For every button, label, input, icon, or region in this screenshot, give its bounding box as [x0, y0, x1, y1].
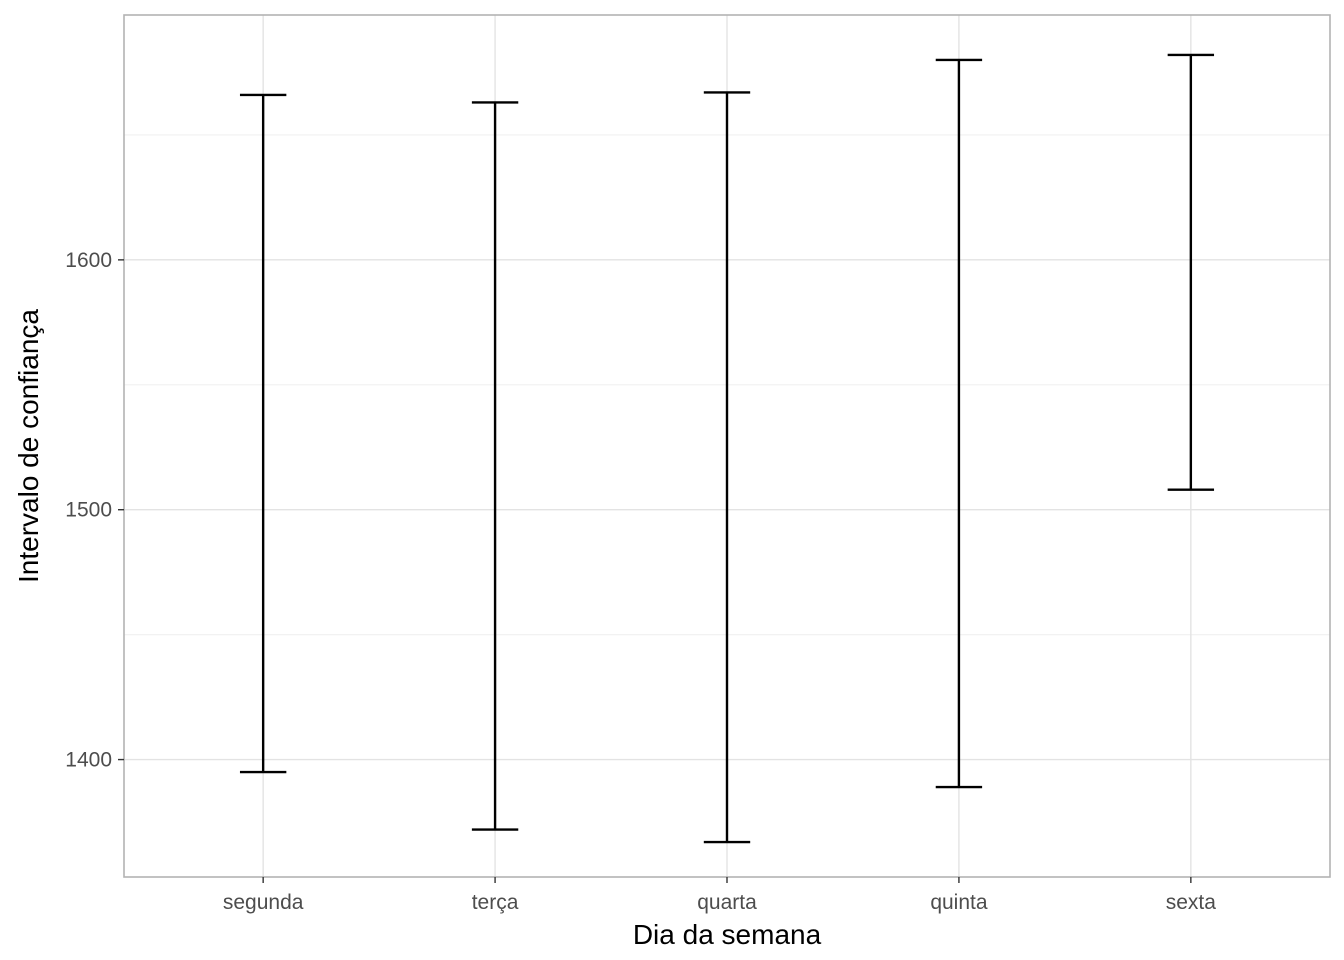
x-tick-label: segunda: [223, 891, 304, 914]
y-axis-ticks: 1400 1500 1600: [65, 249, 124, 772]
errorbar-series: [239, 53, 1215, 844]
x-axis-title: Dia da semana: [633, 919, 822, 950]
y-axis-title: Intervalo de confiança: [13, 309, 44, 583]
errorbar: [1167, 53, 1215, 491]
x-tick-label: quarta: [697, 891, 757, 914]
x-tick-label: quinta: [930, 891, 988, 914]
errorbar: [471, 101, 519, 831]
y-tick-label: 1600: [65, 249, 112, 272]
x-axis-ticks: segunda terça quarta quinta sexta: [223, 877, 1216, 914]
x-tick-label: sexta: [1166, 891, 1217, 914]
y-tick-label: 1500: [65, 499, 112, 522]
errorbar: [239, 93, 287, 774]
y-tick-label: 1400: [65, 749, 112, 772]
errorbar: [935, 58, 983, 789]
x-tick-label: terça: [472, 891, 519, 914]
errorbar: [703, 91, 751, 844]
